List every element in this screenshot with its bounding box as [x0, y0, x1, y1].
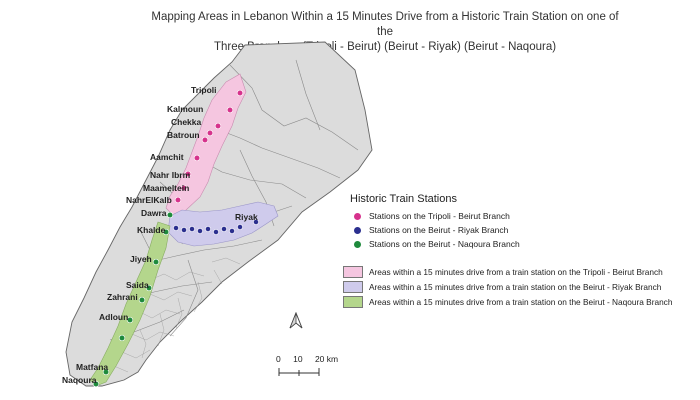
scale-label-0: 0: [276, 354, 281, 364]
station-riyak-9: [237, 224, 243, 230]
label-saida: Saida: [126, 280, 149, 290]
station-adloun-south: [118, 334, 126, 342]
label-dawra: Dawra: [141, 208, 167, 218]
station-riyak-7: [221, 226, 227, 232]
legend-area-row: Areas within a 15 minutes drive from a t…: [343, 294, 672, 309]
scale-bar: 0 10 20 km: [276, 354, 338, 383]
label-riyak: Riyak: [235, 212, 258, 222]
legend-station-label: Stations on the Beirut - Naqoura Branch: [369, 239, 520, 249]
blue-dot-icon: [354, 226, 361, 234]
station-saida: [145, 284, 153, 292]
legend-area-label: Areas within a 15 minutes drive from a t…: [369, 281, 662, 292]
station-riyak-6: [213, 229, 219, 235]
city-labels: Tripoli Kalmoun Chekka Batroun Aamchit N…: [62, 85, 258, 385]
legend-stations: Historic Train Stations Stations on the …: [350, 193, 520, 251]
station-aamchit: [193, 154, 201, 162]
label-maameltein: Maameltein: [143, 183, 189, 193]
station-zahrani: [138, 296, 146, 304]
label-aamchit: Aamchit: [150, 152, 184, 162]
legend-station-label: Stations on the Tripoli - Beirut Branch: [369, 211, 510, 221]
station-tripoli: [236, 89, 244, 97]
legend-areas: Areas within a 15 minutes drive from a t…: [343, 264, 672, 309]
legend-stations-title: Historic Train Stations: [350, 193, 457, 205]
title-line-1: Mapping Areas in Lebanon Within a 15 Min…: [151, 11, 619, 38]
station-kalmoun: [226, 106, 234, 114]
stations-beirut-riyak: [173, 219, 259, 235]
legend-area-row: Areas within a 15 minutes drive from a t…: [343, 264, 672, 279]
station-khalde: [162, 228, 170, 236]
station-dawra: [166, 211, 174, 219]
label-nahr-ibrm: Nahr Ibrm: [150, 170, 191, 180]
station-riyak-10: [253, 219, 259, 225]
label-zahrani: Zahrani: [107, 292, 138, 302]
station-riyak-1: [173, 225, 179, 231]
scale-label-20: 20 km: [314, 354, 339, 364]
label-jiyeh: Jiyeh: [130, 254, 152, 264]
stations-beirut-naqoura: [92, 211, 174, 388]
station-batroun-b: [201, 136, 209, 144]
label-nahrelkalb: NahrElKalb: [126, 195, 172, 205]
station-matfana: [102, 368, 110, 376]
label-chekka: Chekka: [171, 117, 202, 127]
legend-area-label: Areas within a 15 minutes drive from a t…: [369, 266, 663, 277]
purple-area-swatch: [343, 280, 363, 293]
legend-station-row: Stations on the Beirut - Naqoura Branch: [350, 237, 520, 251]
legend-area-label: Areas within a 15 minutes drive from a t…: [369, 296, 673, 307]
station-nahrelkalb: [174, 196, 182, 204]
station-chekka: [214, 122, 222, 130]
label-khalde: Khalde: [137, 225, 166, 235]
area-beirut-riyak: [167, 201, 279, 247]
label-naqoura: Naqoura: [62, 375, 97, 385]
legend-station-row: Stations on the Tripoli - Beirut Branch: [350, 209, 520, 223]
label-adloun: Adloun: [99, 312, 128, 322]
scale-label-10: 10: [293, 354, 303, 364]
station-riyak-5: [205, 226, 211, 232]
scale-bar-graphic: [278, 368, 320, 376]
label-batroun: Batroun: [167, 130, 200, 140]
station-batroun-a: [206, 129, 214, 137]
legend-station-label: Stations on the Beirut - Riyak Branch: [369, 225, 509, 235]
legend-station-row: Stations on the Beirut - Riyak Branch: [350, 223, 520, 237]
green-dot-icon: [354, 240, 361, 248]
legend-area-row: Areas within a 15 minutes drive from a t…: [343, 279, 672, 294]
north-arrow-icon: [288, 311, 304, 335]
station-adloun: [126, 316, 134, 324]
stations-tripoli-beirut: [174, 89, 244, 204]
station-riyak-4: [197, 228, 203, 234]
label-kalmoun: Kalmoun: [167, 104, 203, 114]
pink-dot-icon: [354, 212, 361, 220]
station-riyak-3: [189, 226, 195, 232]
station-riyak-2: [181, 227, 187, 233]
station-maameltein: [180, 184, 188, 192]
station-jiyeh: [152, 258, 160, 266]
pink-area-swatch: [343, 265, 363, 278]
scale-labels: 0 10 20 km: [276, 354, 338, 364]
station-naqoura: [92, 380, 100, 388]
label-matfana: Matfana: [76, 362, 108, 372]
label-tripoli: Tripoli: [191, 85, 217, 95]
green-area-swatch: [343, 295, 363, 308]
station-nahr-ibrm: [184, 170, 192, 178]
station-riyak-8: [229, 228, 235, 234]
